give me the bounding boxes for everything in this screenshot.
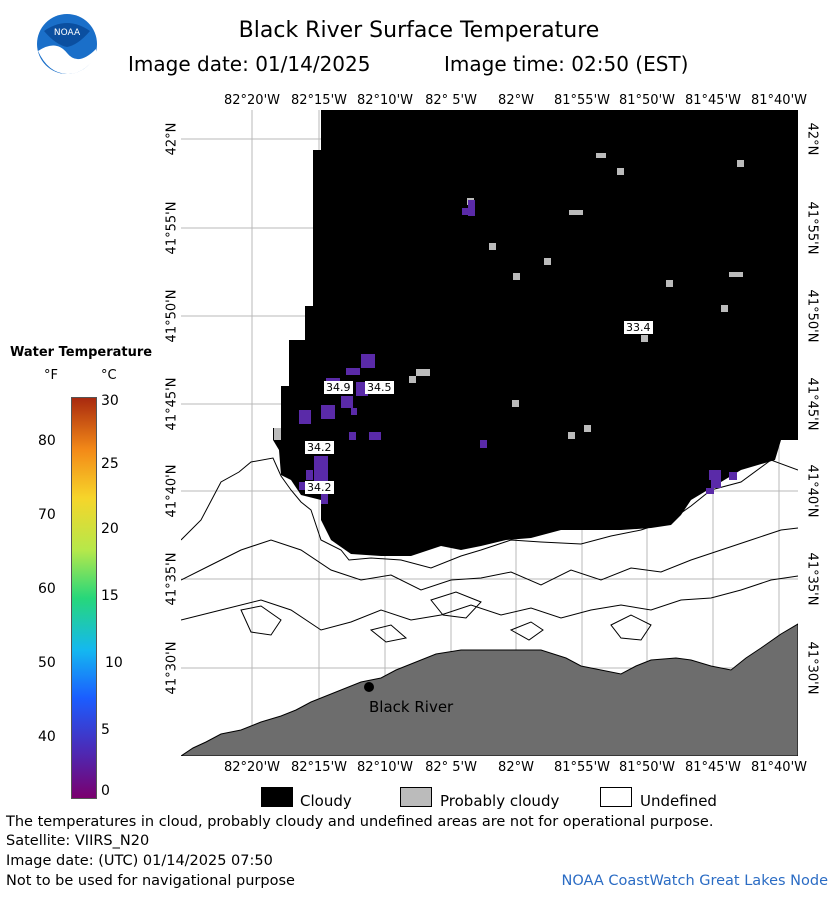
lat-label-left: 42°N [164, 122, 180, 156]
temp-label: 34.5 [365, 381, 394, 394]
lat-label-left: 41°55'N [164, 201, 180, 255]
lat-label-right: 41°35'N [804, 552, 820, 606]
c-tick-label: 30 [101, 393, 119, 409]
lat-label-right: 42°N [804, 122, 820, 156]
temp-label: 34.2 [305, 441, 334, 454]
lon-label-top: 82°W [498, 93, 534, 108]
noaa-logo: NOAA [36, 13, 98, 75]
lon-label-bottom: 81°55'W [553, 760, 611, 775]
lon-label-bottom: 82°15'W [290, 760, 348, 775]
lat-label-right: 41°50'N [804, 289, 820, 343]
lon-label-bottom: 82°10'W [356, 760, 414, 775]
lat-label-left: 41°30'N [164, 641, 180, 695]
lat-label-right: 41°40'N [804, 464, 820, 518]
c-tick-label: 15 [101, 588, 119, 604]
cloud-mask [273, 110, 798, 556]
f-tick-label: 80 [38, 433, 56, 449]
legend-swatch-undefined [600, 787, 632, 807]
lat-label-left: 41°40'N [164, 464, 180, 518]
lat-label-right: 41°30'N [804, 641, 820, 695]
c-tick-label: 25 [101, 456, 119, 472]
utc-date-text: Image date: (UTC) 01/14/2025 07:50 [6, 853, 273, 869]
image-time: Image time: 02:50 (EST) [444, 52, 689, 76]
f-tick-label: 40 [38, 729, 56, 745]
lat-label-left: 41°45'N [164, 377, 180, 431]
page-title: Black River Surface Temperature [238, 18, 600, 43]
legend-label-cloudy: Cloudy [300, 792, 352, 810]
lon-label-bottom: 82°W [498, 760, 534, 775]
black-river-marker [364, 682, 374, 692]
lon-label-top: 81°40'W [750, 93, 808, 108]
lon-label-top: 81°45'W [684, 93, 742, 108]
image-date: Image date: 01/14/2025 [128, 52, 371, 76]
lon-label-top: 81°55'W [553, 93, 611, 108]
lon-label-bottom: 82° 5'W [425, 760, 477, 775]
lon-label-top: 81°50'W [618, 93, 676, 108]
legend-label-probably-cloudy: Probably cloudy [440, 792, 560, 810]
place-label-black-river: Black River [369, 698, 454, 716]
lon-label-top: 82°15'W [290, 93, 348, 108]
lat-label-right: 41°45'N [804, 377, 820, 431]
temperature-color-bar [71, 397, 97, 799]
credit-link[interactable]: NOAA CoastWatch Great Lakes Node [561, 873, 828, 889]
temp-label: 34.9 [324, 381, 353, 394]
logo-text: NOAA [54, 28, 81, 38]
temperature-map [181, 110, 798, 756]
lat-label-right: 41°55'N [804, 201, 820, 255]
legend-swatch-cloudy [261, 787, 293, 807]
f-tick-label: 70 [38, 507, 56, 523]
temp-label: 33.4 [624, 321, 653, 334]
satellite-text: Satellite: VIIRS_N20 [6, 833, 150, 849]
c-tick-label: 5 [101, 722, 110, 738]
f-tick-label: 50 [38, 655, 56, 671]
lon-label-bottom: 81°45'W [684, 760, 742, 775]
lon-label-bottom: 81°50'W [618, 760, 676, 775]
lat-label-left: 41°50'N [164, 289, 180, 343]
legend-swatch-probably-cloudy [400, 787, 432, 807]
legend-label-undefined: Undefined [640, 792, 717, 810]
lon-label-top: 82°10'W [356, 93, 414, 108]
navigation-warning: Not to be used for navigational purpose [6, 873, 295, 889]
land-shoreline [181, 623, 798, 756]
disclaimer-text: The temperatures in cloud, probably clou… [6, 814, 714, 830]
lon-label-bottom: 82°20'W [223, 760, 281, 775]
c-tick-label: 0 [101, 783, 110, 799]
lat-label-left: 41°35'N [164, 552, 180, 606]
temp-label: 34.2 [305, 481, 334, 494]
legend-unit-f: °F [44, 368, 58, 383]
c-tick-label: 10 [105, 655, 123, 671]
c-tick-label: 20 [101, 521, 119, 537]
lon-label-top: 82°20'W [223, 93, 281, 108]
f-tick-label: 60 [38, 581, 56, 597]
legend-title: Water Temperature [10, 345, 153, 360]
lon-label-top: 82° 5'W [425, 93, 477, 108]
lon-label-bottom: 81°40'W [750, 760, 808, 775]
legend-unit-c: °C [101, 368, 117, 383]
